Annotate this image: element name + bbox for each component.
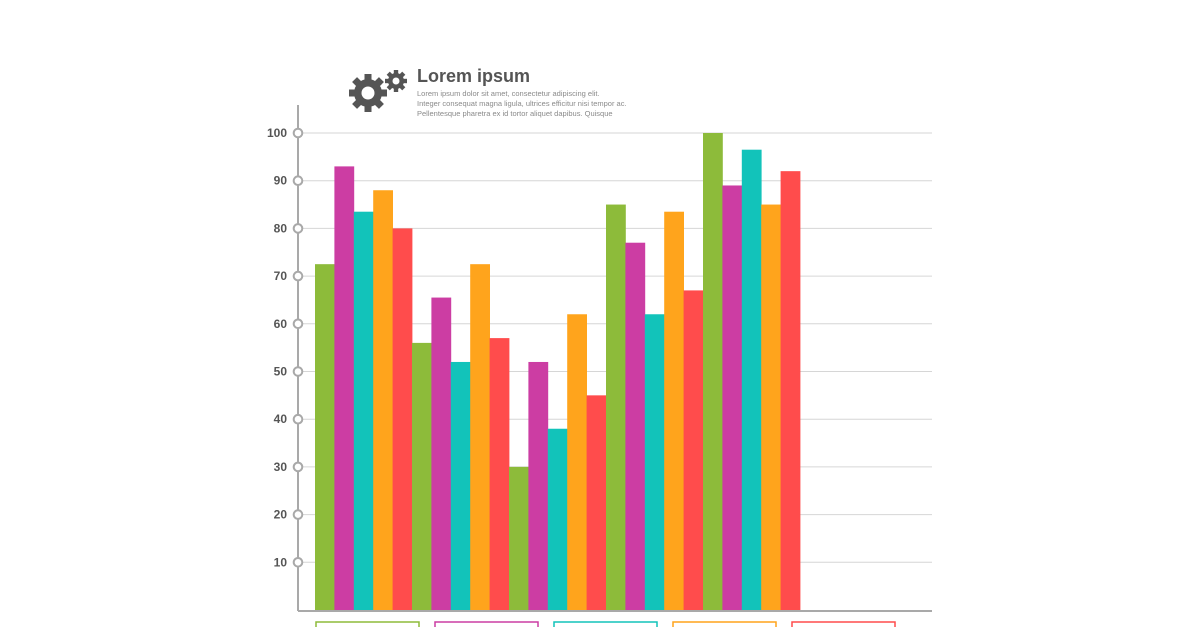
y-tick-label: 30 <box>274 460 288 474</box>
bar <box>489 338 510 610</box>
y-tick-label: 90 <box>274 174 288 188</box>
legend-box <box>791 621 896 627</box>
bar <box>450 361 471 610</box>
legend-box <box>553 621 658 627</box>
y-tick-marker <box>292 413 304 425</box>
y-tick-label: 40 <box>274 412 288 426</box>
y-tick-marker <box>292 175 304 186</box>
bar <box>334 166 355 610</box>
y-tick-label: 80 <box>274 221 288 235</box>
y-tick-marker <box>292 127 304 139</box>
bar <box>683 290 704 610</box>
y-tick-label: 100 <box>267 126 287 140</box>
y-tick-marker <box>292 270 304 282</box>
bar <box>412 342 432 610</box>
bar <box>528 361 549 610</box>
legend-box <box>434 621 539 627</box>
chart-title: Lorem ipsum <box>417 66 530 86</box>
chart-description-line: Lorem ipsum dolor sit amet, consectetur … <box>417 89 600 98</box>
bar <box>315 264 335 610</box>
chart-header: Lorem ipsum Lorem ipsum dolor sit amet, … <box>349 66 627 118</box>
bar <box>567 314 587 610</box>
gears-icon <box>349 70 407 112</box>
y-axis-ticks: 10 20 30 40 50 60 70 80 90 100 <box>267 126 304 569</box>
bar <box>664 211 684 610</box>
y-tick-marker <box>292 223 304 234</box>
chart-description-line: Pellentesque pharetra ex id tortor aliqu… <box>417 109 613 118</box>
bar <box>625 242 646 610</box>
legend <box>315 621 896 627</box>
bar <box>547 428 568 610</box>
bar <box>644 314 665 610</box>
legend-box <box>672 621 777 627</box>
y-tick-marker <box>292 557 304 568</box>
bars <box>315 133 801 611</box>
bar <box>741 149 762 610</box>
bar <box>431 297 452 610</box>
y-tick-label: 60 <box>274 317 288 331</box>
bar <box>722 185 743 610</box>
bar <box>509 466 529 610</box>
y-tick-marker <box>292 366 304 377</box>
axes <box>297 105 932 612</box>
bar <box>373 190 393 611</box>
bar <box>780 171 801 610</box>
y-tick-label: 10 <box>274 555 288 569</box>
bar <box>761 204 781 611</box>
y-tick-label: 70 <box>274 269 288 283</box>
chart-description-line: Integer consequat magna ligula, ultrices… <box>417 99 627 108</box>
bar <box>606 204 626 611</box>
bar <box>353 211 374 610</box>
bar <box>703 133 723 610</box>
y-tick-label: 50 <box>274 365 288 379</box>
legend-box <box>315 621 420 627</box>
y-tick-marker <box>292 509 304 520</box>
y-tick-label: 20 <box>274 508 288 522</box>
bar <box>586 395 607 610</box>
y-tick-marker <box>292 461 304 473</box>
bar <box>392 228 413 610</box>
bar <box>470 264 490 610</box>
y-tick-marker <box>292 318 304 330</box>
